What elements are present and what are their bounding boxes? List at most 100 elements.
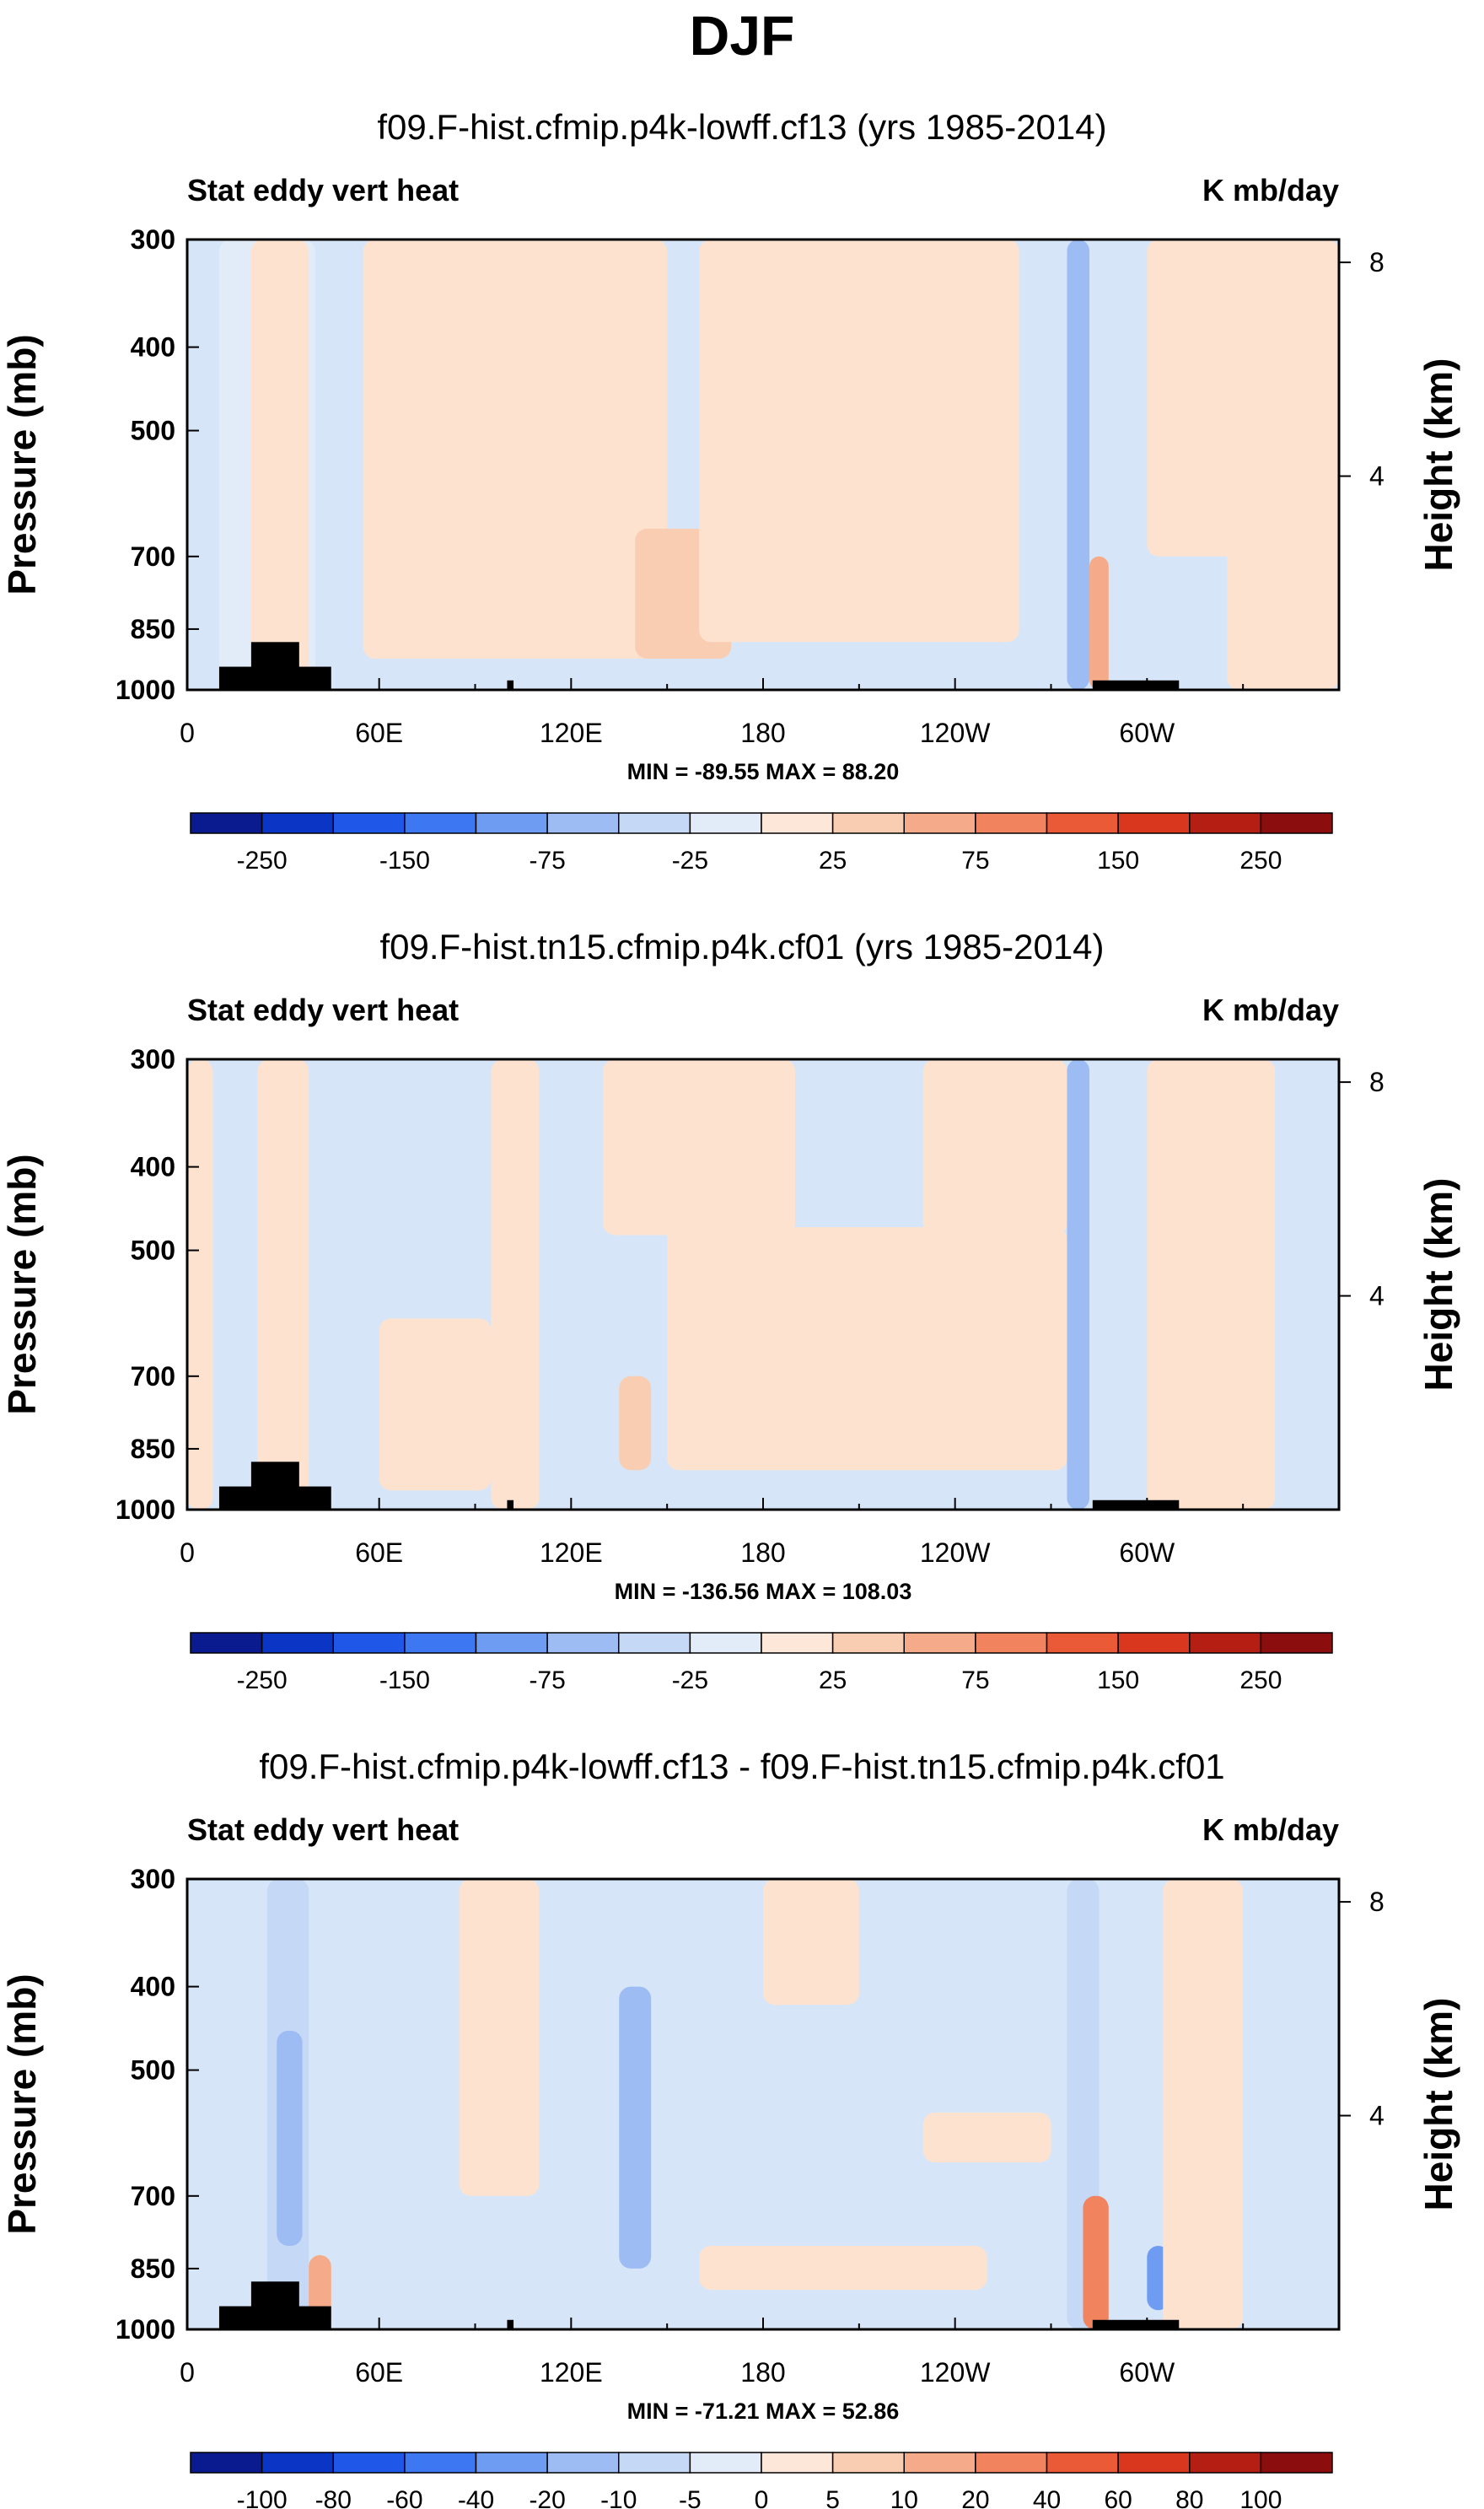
- colorbar-label: 0: [755, 2486, 769, 2509]
- colorbar-box: [261, 2452, 334, 2474]
- y-tick-label: 300: [131, 1864, 175, 1894]
- colorbar-box: [1189, 1632, 1262, 1654]
- y-axis-title: Pressure (mb): [0, 1154, 44, 1414]
- colorbar-label: 150: [1097, 1666, 1139, 1694]
- field-region: [1089, 556, 1109, 690]
- colorbar-label: 150: [1097, 847, 1139, 875]
- chart-panel-1: f09.F-hist.cfmip.p4k-lowff.cf13 (yrs 198…: [0, 107, 1460, 875]
- y2-tick-label: 8: [1369, 1067, 1385, 1097]
- y2-tick-label: 4: [1369, 1281, 1385, 1311]
- colorbar-box: [546, 812, 620, 834]
- field-region: [1227, 528, 1339, 690]
- field-region: [363, 240, 668, 660]
- colorbar-box: [975, 2452, 1048, 2474]
- colorbar-box: [190, 812, 263, 834]
- y-tick-label: 500: [131, 1236, 175, 1266]
- colorbar-box: [689, 1632, 762, 1654]
- y2-tick-label: 8: [1369, 247, 1385, 277]
- colorbar-box: [475, 812, 548, 834]
- colorbar-box: [546, 1632, 620, 1654]
- y-tick-label: 850: [131, 1434, 175, 1464]
- colorbar-label: 5: [825, 2486, 840, 2509]
- field-region: [187, 1059, 213, 1510]
- y-tick-label: 1000: [116, 1494, 175, 1525]
- colorbar-box: [1260, 1632, 1333, 1654]
- y-tick-label: 700: [131, 1361, 175, 1392]
- colorbar-box: [332, 2452, 406, 2474]
- x-tick-label: 120W: [920, 1537, 991, 1568]
- colorbar-label: 10: [890, 2486, 918, 2509]
- y2-tick-label: 4: [1369, 2101, 1385, 2131]
- field-region: [1163, 1879, 1244, 2329]
- colorbar-box: [261, 812, 334, 834]
- y-tick-label: 700: [131, 541, 175, 572]
- y-tick-label: 1000: [116, 2314, 175, 2345]
- field-region: [619, 1986, 652, 2269]
- colorbar-label: 80: [1175, 2486, 1203, 2509]
- x-tick-label: 180: [740, 718, 785, 748]
- colorbar-box: [332, 1632, 406, 1654]
- x-tick-label: 60W: [1119, 718, 1175, 748]
- colorbar-box: [903, 1632, 976, 1654]
- colorbar-box: [190, 1632, 263, 1654]
- colorbar-box: [1189, 2452, 1262, 2474]
- x-tick-label: 120E: [540, 718, 603, 748]
- land-mask: [250, 1462, 299, 1510]
- colorbar-box: [332, 812, 406, 834]
- y-tick-label: 500: [131, 416, 175, 446]
- colorbar-label: -75: [529, 847, 565, 875]
- colorbar-box: [618, 2452, 691, 2474]
- land-mask: [250, 642, 299, 690]
- colorbar-box: [1189, 812, 1262, 834]
- land-mask: [507, 2319, 514, 2329]
- y-tick-label: 300: [131, 224, 175, 255]
- colorbar-box: [761, 1632, 834, 1654]
- x-tick-label: 60E: [355, 2357, 403, 2388]
- colorbar-label: 20: [961, 2486, 989, 2509]
- colorbar-box: [689, 812, 762, 834]
- colorbar-box: [404, 1632, 477, 1654]
- colorbar-label: 100: [1239, 2486, 1282, 2509]
- colorbar-box: [546, 2452, 620, 2474]
- colorbar-label: -75: [529, 1666, 565, 1694]
- land-mask: [507, 680, 514, 690]
- colorbar-box: [618, 812, 691, 834]
- colorbar-box: [903, 812, 976, 834]
- colorbar-box: [475, 2452, 548, 2474]
- field-region: [699, 2246, 987, 2291]
- colorbar-label: 40: [1033, 2486, 1061, 2509]
- colorbar-box: [975, 812, 1048, 834]
- chart-panel-2: f09.F-hist.tn15.cfmip.p4k.cf01 (yrs 1985…: [0, 927, 1460, 1694]
- x-tick-label: 60E: [355, 1537, 403, 1568]
- colorbar-label: 60: [1104, 2486, 1132, 2509]
- colorbar-label: -5: [679, 2486, 702, 2509]
- x-tick-label: 120W: [920, 2357, 991, 2388]
- panel-right-label: K mb/day: [1202, 173, 1339, 207]
- colorbar-label: -100: [237, 2486, 288, 2509]
- x-tick-label: 180: [740, 2357, 785, 2388]
- panel-left-label: Stat eddy vert heat: [187, 993, 459, 1027]
- colorbar-label: 250: [1239, 847, 1282, 875]
- panel-left-label: Stat eddy vert heat: [187, 173, 459, 207]
- colorbar-box: [831, 812, 905, 834]
- y-tick-label: 700: [131, 2181, 175, 2211]
- x-tick-label: 60W: [1119, 2357, 1175, 2388]
- colorbar-box: [1117, 812, 1191, 834]
- y-tick-label: 400: [131, 1152, 175, 1182]
- x-tick-label: 0: [180, 1537, 195, 1568]
- colorbar-box: [404, 812, 477, 834]
- field-region: [922, 1059, 1067, 1236]
- y-tick-label: 850: [131, 614, 175, 644]
- field-region: [379, 1318, 492, 1491]
- x-tick-label: 120E: [540, 1537, 603, 1568]
- field-region: [1067, 240, 1090, 690]
- colorbar-box: [1046, 2452, 1119, 2474]
- panel-left-label: Stat eddy vert heat: [187, 1812, 459, 1847]
- colorbar-box: [761, 812, 834, 834]
- colorbar-box: [1260, 812, 1333, 834]
- y-tick-label: 400: [131, 1972, 175, 2002]
- land-mask: [507, 1499, 514, 1510]
- colorbar-label: -250: [237, 847, 288, 875]
- field-region: [257, 1059, 309, 1510]
